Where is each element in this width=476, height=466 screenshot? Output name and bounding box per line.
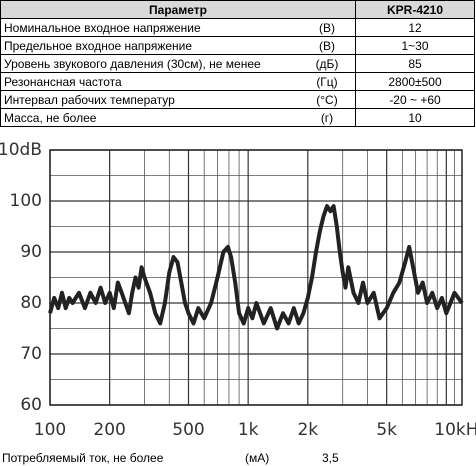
- y-tick-label: 60: [20, 395, 42, 415]
- x-tick-label: 100: [34, 420, 66, 440]
- header-cell: Параметр: [0, 0, 356, 19]
- table-row: Масса, не более (г) 10: [0, 108, 475, 127]
- table-cell: Масса, не более: [0, 108, 299, 127]
- table-row: Номинальное входное напряжение (В) 12: [0, 18, 475, 37]
- footer-label: Потребляемый ток, не более: [2, 451, 164, 465]
- table-cell: (дБ): [299, 54, 356, 73]
- x-tick-label: 1k: [238, 420, 259, 440]
- response-line: [48, 204, 464, 331]
- x-tick-label: 500: [172, 420, 204, 440]
- plot-frame: [49, 149, 463, 406]
- x-tick-label: 10kHz: [434, 420, 476, 440]
- table-cell: 10: [355, 108, 475, 127]
- table-cell: (Гц): [299, 72, 356, 91]
- table-row: Уровень звукового давления (30см), не ме…: [0, 54, 475, 73]
- table-cell: (В): [299, 36, 356, 55]
- footer-unit: (мА): [245, 451, 270, 465]
- y-tick-label: 110dB: [0, 140, 42, 160]
- table-cell: Резонансная частота: [0, 72, 299, 91]
- x-tick-label: 5k: [376, 420, 397, 440]
- table-cell: (В): [299, 18, 356, 37]
- y-tick-label: 70: [20, 344, 42, 364]
- y-tick-label: 90: [20, 242, 42, 262]
- table-cell: Уровень звукового давления (30см), не ме…: [0, 54, 299, 73]
- table-cell: -20 ~ +60: [355, 90, 475, 109]
- header-cell: KPR-4210: [355, 0, 475, 19]
- table-cell: 1~30: [355, 36, 475, 55]
- table-cell: (°С): [299, 90, 356, 109]
- y-tick-label: 100: [10, 191, 42, 211]
- y-tick-label: 80: [20, 293, 42, 313]
- x-tick-label: 2k: [297, 420, 318, 440]
- table-cell: Интервал рабочих температур: [0, 90, 299, 109]
- spec-table: Параметр KPR-4210 Номинальное входное нап…: [0, 0, 475, 127]
- table-cell: Номинальное входное напряжение: [0, 18, 299, 37]
- table-cell: 12: [355, 18, 475, 37]
- table-cell: (г): [299, 108, 356, 127]
- chart: 100 200 500 1k 2k 5k 10kHz 110dB 100 90 80 70 60: [0, 140, 476, 440]
- table-cell: 2800±500: [355, 72, 475, 91]
- table-row: Предельное входное напряжение (В) 1~30: [0, 36, 475, 55]
- table-cell: 85: [355, 54, 475, 73]
- table-row: Резонансная частота (Гц) 2800±500: [0, 72, 475, 91]
- x-tick-label: 200: [93, 420, 125, 440]
- footer-value: 3,5: [322, 451, 339, 465]
- table-cell: Предельное входное напряжение: [0, 36, 299, 55]
- table-row: Интервал рабочих температур (°С) -20 ~ +60: [0, 90, 475, 109]
